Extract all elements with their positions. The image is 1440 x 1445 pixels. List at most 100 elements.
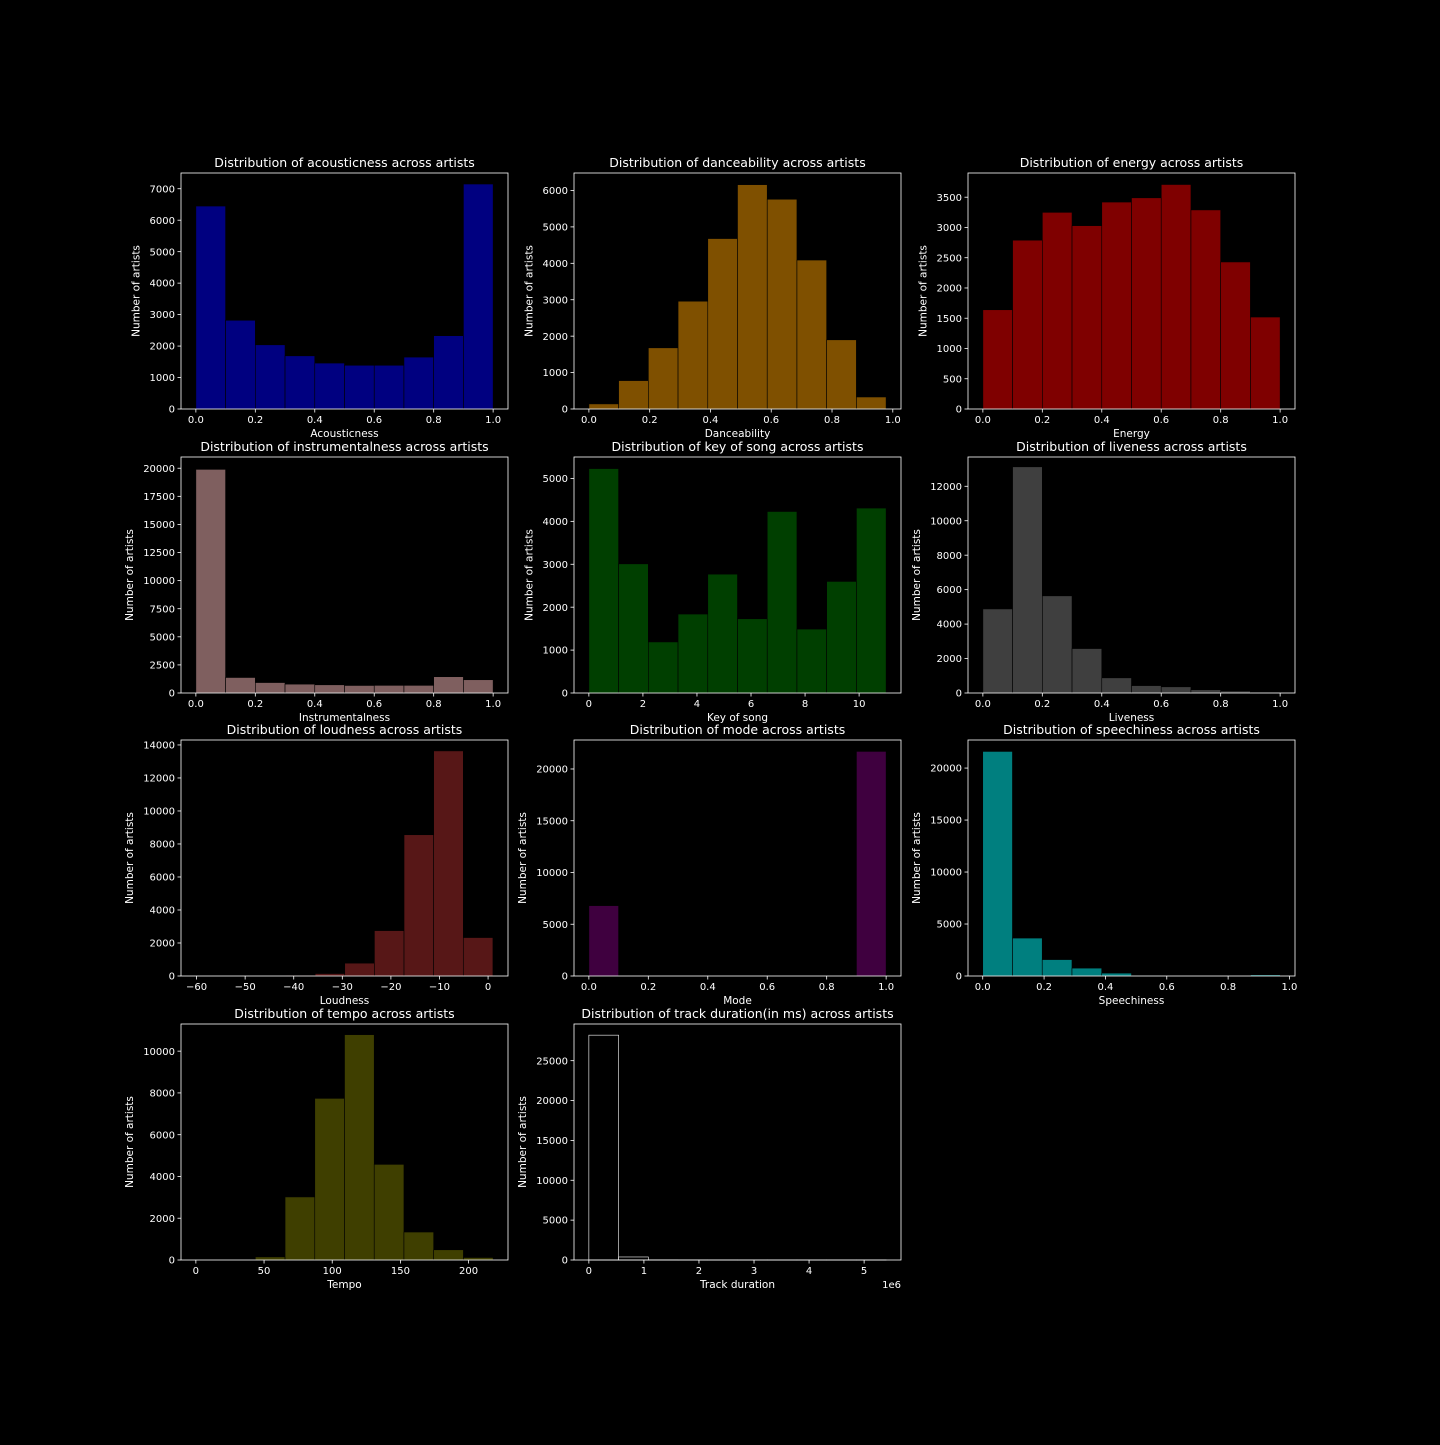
- instrumentalness-bar: [285, 684, 315, 693]
- danceability-x-tick-label: 0.2: [642, 415, 658, 426]
- liveness-x-tick-label: 0.0: [975, 699, 991, 710]
- loudness-y-tick-label: 8000: [150, 840, 175, 851]
- instrumentalness-y-tick-label: 12500: [143, 548, 175, 559]
- danceability-y-tick-label: 5000: [543, 223, 568, 234]
- key-of-song-bar: [678, 614, 708, 693]
- liveness-x-tick-label: 0.4: [1094, 699, 1110, 710]
- instrumentalness-x-tick-label: 0.2: [247, 699, 263, 710]
- tempo-bar: [345, 1035, 375, 1260]
- acousticness-bar: [374, 365, 404, 409]
- track-duration-x-axis-label: Track duration: [699, 1279, 775, 1291]
- tempo-bar: [285, 1197, 315, 1260]
- instrumentalness-bar: [196, 469, 226, 693]
- danceability-y-tick-label: 6000: [543, 186, 568, 197]
- liveness-y-tick-label: 4000: [937, 620, 962, 631]
- loudness-y-tick-label: 12000: [143, 774, 175, 785]
- mode-y-tick-label: 5000: [543, 920, 568, 931]
- instrumentalness-y-tick-label: 7500: [150, 604, 175, 615]
- energy-x-tick-label: 0.0: [975, 415, 991, 426]
- energy-bar: [1161, 184, 1191, 409]
- instrumentalness-y-tick-label: 10000: [143, 576, 175, 587]
- instrumentalness-bar: [374, 685, 404, 693]
- acousticness-y-axis-label: Number of artists: [130, 245, 142, 337]
- liveness-y-tick-label: 2000: [937, 654, 962, 665]
- energy-y-tick-label: 3000: [937, 223, 962, 234]
- tempo-x-tick-label: 100: [323, 1266, 342, 1277]
- energy-x-tick-label: 1.0: [1272, 415, 1288, 426]
- acousticness-bar: [285, 356, 315, 409]
- track-duration-x-tick-label: 4: [806, 1266, 812, 1277]
- energy-bar: [1072, 226, 1102, 409]
- liveness-y-tick-label: 12000: [930, 482, 962, 493]
- acousticness-x-tick-label: 0.8: [426, 415, 442, 426]
- danceability-bar: [856, 397, 886, 409]
- danceability-bar: [708, 239, 738, 409]
- danceability-y-tick-label: 0: [562, 405, 568, 416]
- danceability-title: Distribution of danceability across arti…: [609, 155, 865, 170]
- instrumentalness-bar: [463, 680, 493, 693]
- track-duration-title: Distribution of track duration(in ms) ac…: [581, 1006, 893, 1021]
- acousticness-x-tick-label: 1.0: [485, 415, 501, 426]
- key-of-song-y-tick-label: 2000: [543, 603, 568, 614]
- liveness-y-tick-label: 0: [956, 689, 962, 700]
- acousticness-bar: [463, 184, 493, 409]
- key-of-song-bar: [648, 642, 678, 693]
- loudness-bar: [434, 751, 464, 976]
- key-of-song-bar: [619, 564, 649, 693]
- liveness-x-tick-label: 0.8: [1213, 699, 1229, 710]
- energy-y-tick-label: 1000: [937, 344, 962, 355]
- acousticness-y-tick-label: 2000: [150, 342, 175, 353]
- energy-x-tick-label: 0.4: [1094, 415, 1110, 426]
- acousticness-y-tick-label: 7000: [150, 184, 175, 195]
- loudness-x-tick-label: −30: [332, 982, 353, 993]
- danceability-bar: [648, 348, 678, 409]
- liveness-bar: [1072, 649, 1102, 693]
- loudness-x-tick-label: −50: [235, 982, 256, 993]
- mode-x-tick-label: 0.0: [581, 982, 597, 993]
- loudness-y-tick-label: 14000: [143, 741, 175, 752]
- tempo-x-tick-label: 150: [391, 1266, 410, 1277]
- instrumentalness-x-tick-label: 0.6: [366, 699, 382, 710]
- tempo-y-tick-label: 10000: [143, 1047, 175, 1058]
- instrumentalness-title: Distribution of instrumentalness across …: [200, 439, 488, 454]
- tempo-y-tick-label: 8000: [150, 1089, 175, 1100]
- loudness-x-tick-label: −60: [186, 982, 207, 993]
- tempo-y-tick-label: 0: [169, 1256, 175, 1267]
- key-of-song-bar: [589, 469, 619, 693]
- acousticness-x-tick-label: 0.2: [247, 415, 263, 426]
- tempo-title: Distribution of tempo across artists: [234, 1006, 454, 1021]
- speechiness-x-tick-label: 0.6: [1159, 982, 1175, 993]
- energy-y-tick-label: 2500: [937, 253, 962, 264]
- track-duration-y-tick-label: 20000: [536, 1096, 568, 1107]
- instrumentalness-axes-frame: [181, 457, 508, 693]
- tempo-bar: [374, 1164, 404, 1260]
- liveness-x-tick-label: 1.0: [1272, 699, 1288, 710]
- danceability-x-tick-label: 0.8: [824, 415, 840, 426]
- danceability-bar: [827, 340, 857, 409]
- track-duration-x-tick-label: 2: [696, 1266, 702, 1277]
- mode-x-tick-label: 0.8: [819, 982, 835, 993]
- mode-y-tick-label: 15000: [536, 816, 568, 827]
- tempo-y-tick-label: 4000: [150, 1172, 175, 1183]
- energy-x-tick-label: 0.6: [1153, 415, 1169, 426]
- key-of-song-y-tick-label: 3000: [543, 560, 568, 571]
- loudness-title: Distribution of loudness across artists: [227, 722, 463, 737]
- acousticness-x-tick-label: 0.0: [188, 415, 204, 426]
- liveness-bar: [1042, 596, 1072, 693]
- tempo-x-axis-label: Tempo: [326, 1279, 361, 1291]
- tempo-bar: [434, 1250, 464, 1260]
- energy-title: Distribution of energy across artists: [1020, 155, 1244, 170]
- acousticness-x-tick-label: 0.6: [366, 415, 382, 426]
- mode-y-tick-label: 20000: [536, 765, 568, 776]
- energy-y-tick-label: 2000: [937, 284, 962, 295]
- tempo-bar: [404, 1232, 434, 1260]
- speechiness-bar: [1102, 973, 1132, 976]
- instrumentalness-bar: [255, 683, 285, 693]
- acousticness-bar: [196, 206, 226, 409]
